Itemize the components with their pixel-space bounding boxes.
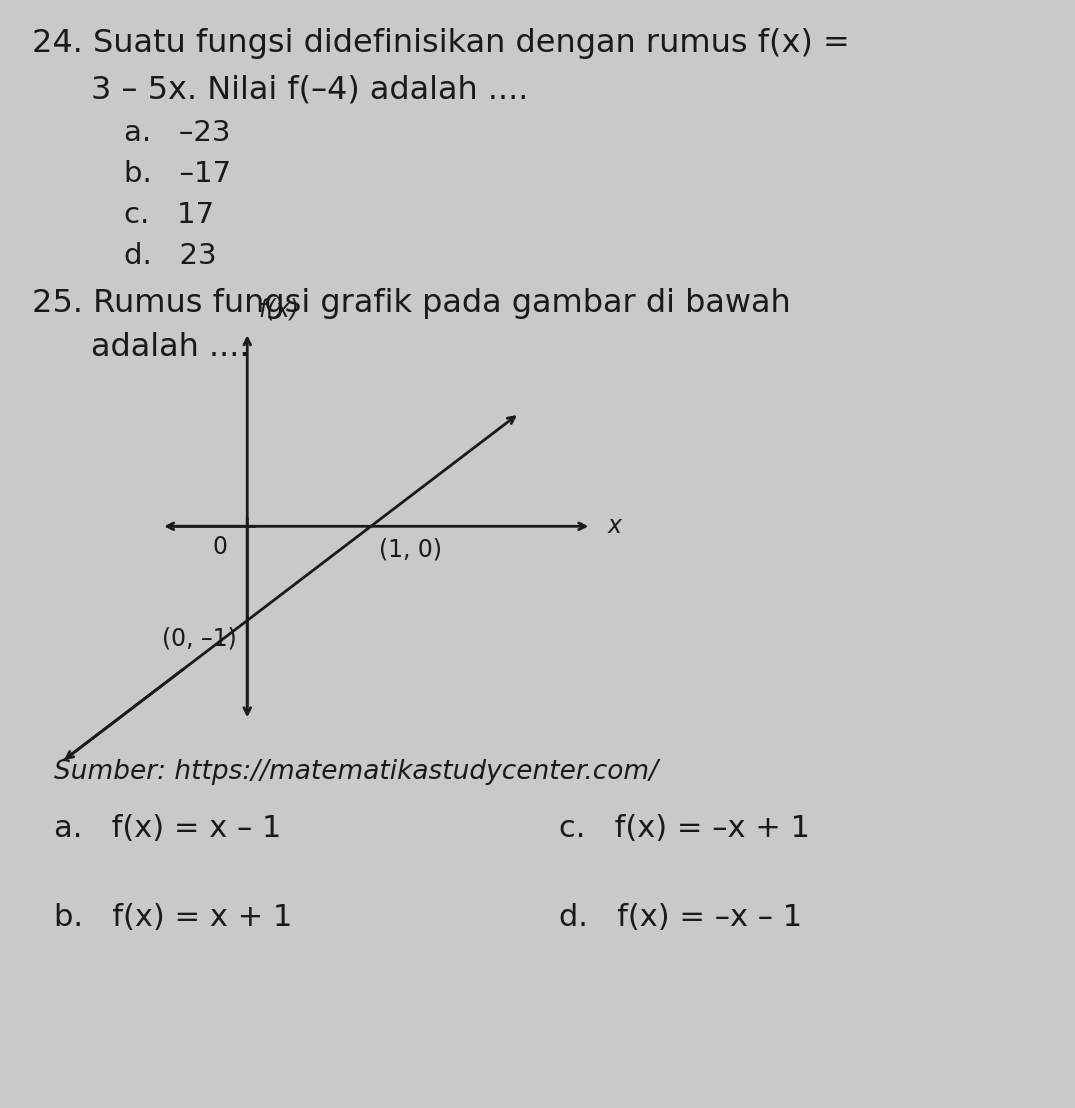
- Text: (0, –1): (0, –1): [161, 626, 236, 650]
- Text: d.   23: d. 23: [124, 242, 216, 269]
- Text: d.   f(x) = –x – 1: d. f(x) = –x – 1: [559, 903, 802, 932]
- Text: 25. Rumus fungsi grafik pada gambar di bawah: 25. Rumus fungsi grafik pada gambar di b…: [32, 288, 791, 319]
- Text: c.   17: c. 17: [124, 201, 214, 228]
- Text: Sumber: https://matematikastudycenter.com/: Sumber: https://matematikastudycenter.co…: [54, 759, 658, 784]
- Text: adalah ....: adalah ....: [91, 332, 249, 363]
- Text: x: x: [607, 514, 621, 538]
- Text: a.   f(x) = x – 1: a. f(x) = x – 1: [54, 814, 282, 843]
- Text: 0: 0: [213, 535, 228, 560]
- Text: c.   f(x) = –x + 1: c. f(x) = –x + 1: [559, 814, 809, 843]
- Text: 3 – 5x. Nilai f(–4) adalah ....: 3 – 5x. Nilai f(–4) adalah ....: [91, 74, 529, 105]
- Text: 24. Suatu fungsi didefinisikan dengan rumus f(x) =: 24. Suatu fungsi didefinisikan dengan ru…: [32, 28, 850, 59]
- Text: b.   f(x) = x + 1: b. f(x) = x + 1: [54, 903, 292, 932]
- Text: f(x): f(x): [258, 297, 299, 321]
- Text: b.   –17: b. –17: [124, 160, 231, 187]
- Text: (1, 0): (1, 0): [379, 537, 443, 562]
- Text: a.   –23: a. –23: [124, 119, 230, 146]
